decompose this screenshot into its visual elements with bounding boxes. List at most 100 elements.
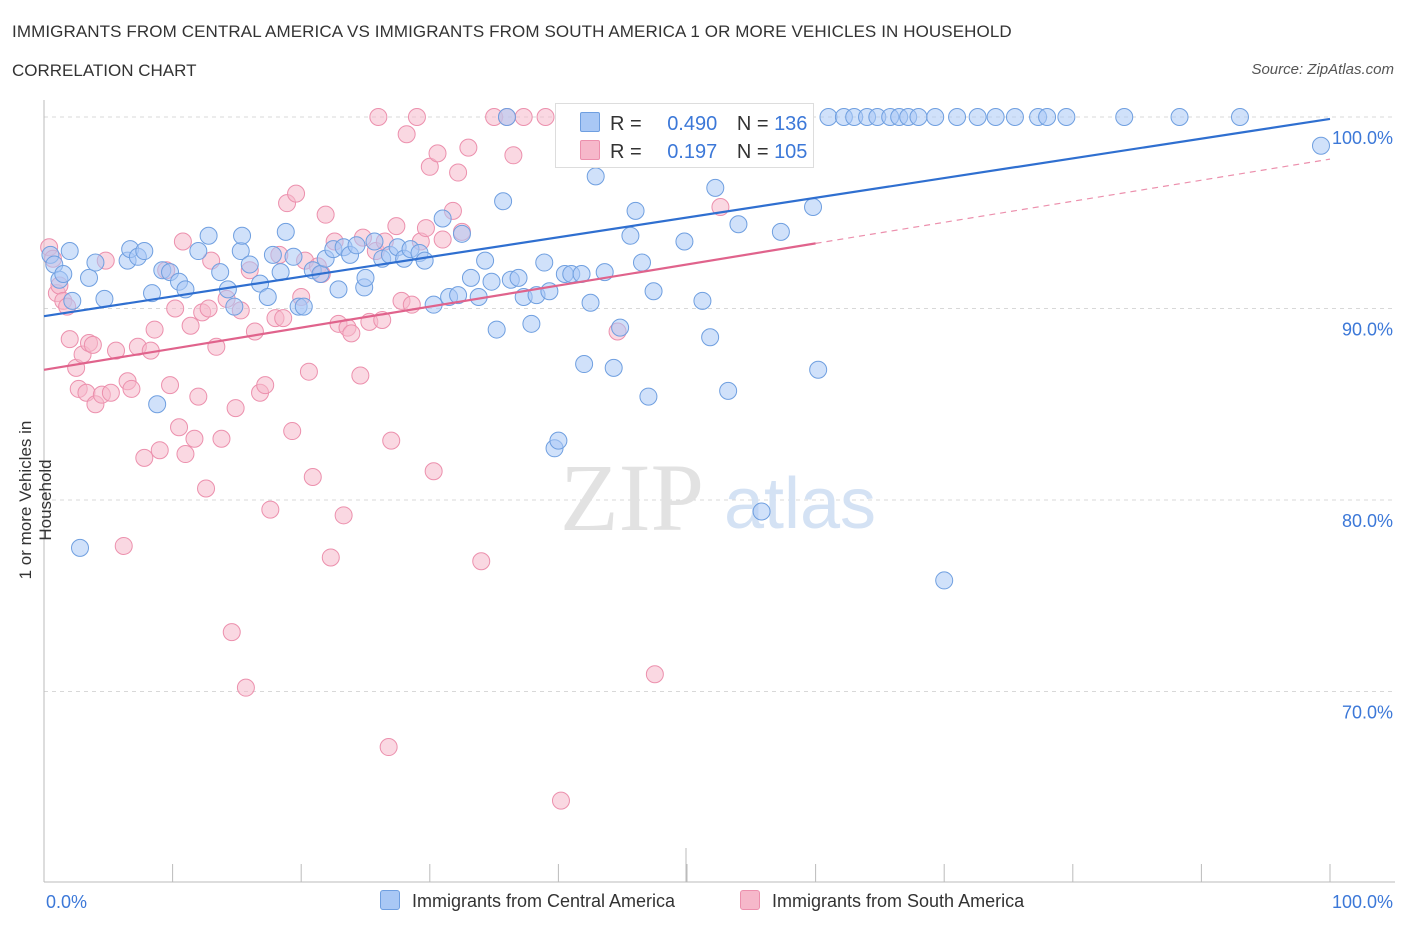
point-south-america bbox=[145, 320, 164, 339]
point-south-america bbox=[504, 146, 523, 165]
point-central-america bbox=[968, 108, 987, 126]
legend-r-label: R = bbox=[610, 141, 642, 163]
point-central-america bbox=[71, 538, 90, 557]
legend-row-central-america: R = 0.490 N = 136 bbox=[580, 112, 807, 136]
source-credit: Source: ZipAtlas.com bbox=[1251, 61, 1394, 78]
point-central-america bbox=[604, 358, 623, 377]
watermark: ZIP atlas bbox=[560, 444, 876, 551]
point-central-america bbox=[626, 201, 645, 220]
point-central-america bbox=[86, 253, 105, 272]
correlation-legend: R = 0.490 N = 136 R = 0.197 N = 105 bbox=[555, 103, 814, 168]
point-central-america bbox=[449, 286, 468, 305]
point-central-america bbox=[284, 247, 303, 266]
point-south-america bbox=[256, 376, 275, 395]
point-south-america bbox=[261, 500, 280, 519]
point-central-america bbox=[535, 253, 554, 272]
legend-n-label: N = bbox=[736, 141, 769, 163]
point-south-america bbox=[189, 387, 208, 406]
series-central-america-points bbox=[41, 108, 1330, 590]
y-tick-label: 100.0% bbox=[1332, 128, 1393, 148]
point-central-america bbox=[522, 314, 541, 333]
watermark-zip: ZIP bbox=[560, 444, 704, 551]
point-central-america bbox=[804, 198, 823, 217]
trend-line-south-america bbox=[43, 242, 816, 371]
point-central-america bbox=[294, 297, 313, 316]
point-south-america bbox=[170, 418, 189, 437]
point-south-america bbox=[60, 330, 79, 349]
point-central-america bbox=[611, 318, 630, 337]
tick-labels: 70.0% 80.0% 90.0% 100.0% 0.0% 100.0% bbox=[46, 128, 1393, 912]
point-south-america bbox=[245, 322, 264, 341]
point-central-america bbox=[1170, 108, 1189, 126]
point-south-america bbox=[226, 399, 245, 418]
point-central-america bbox=[575, 355, 594, 374]
point-central-america bbox=[1311, 136, 1330, 155]
point-central-america bbox=[233, 226, 252, 245]
point-central-america bbox=[819, 108, 838, 126]
point-central-america bbox=[329, 280, 348, 299]
point-south-america bbox=[303, 468, 322, 487]
legend-swatch-pink bbox=[580, 140, 600, 160]
point-central-america bbox=[675, 232, 694, 251]
legend-row-south-america: R = 0.197 N = 105 bbox=[580, 140, 807, 164]
point-south-america bbox=[114, 536, 133, 555]
point-central-america bbox=[148, 395, 167, 414]
point-south-america bbox=[222, 623, 241, 642]
point-central-america bbox=[809, 360, 828, 379]
point-central-america bbox=[54, 265, 73, 284]
point-central-america bbox=[276, 222, 295, 241]
point-central-america bbox=[644, 282, 663, 301]
point-central-america bbox=[948, 108, 967, 126]
point-south-america bbox=[101, 383, 120, 402]
point-central-america bbox=[1115, 108, 1134, 126]
point-central-america bbox=[461, 268, 480, 287]
point-central-america bbox=[771, 222, 790, 241]
point-central-america bbox=[452, 224, 471, 243]
y-tick-label: 80.0% bbox=[1342, 511, 1393, 531]
point-south-america bbox=[197, 479, 216, 498]
point-central-america bbox=[639, 387, 658, 406]
point-central-america bbox=[986, 108, 1005, 126]
bottom-legend-swatch-blue bbox=[380, 890, 400, 910]
point-central-america bbox=[719, 381, 738, 400]
point-central-america bbox=[356, 268, 375, 287]
point-central-america bbox=[701, 328, 720, 347]
bottom-legend-central-america: Immigrants from Central America bbox=[380, 890, 675, 912]
point-south-america bbox=[536, 108, 555, 126]
point-central-america bbox=[729, 215, 748, 234]
watermark-atlas: atlas bbox=[724, 464, 876, 544]
point-central-america bbox=[586, 167, 605, 186]
bottom-legend-label: Immigrants from Central America bbox=[412, 891, 676, 911]
point-central-america bbox=[225, 297, 244, 316]
point-central-america bbox=[240, 255, 259, 274]
point-south-america bbox=[321, 548, 340, 567]
point-south-america bbox=[424, 462, 443, 481]
point-south-america bbox=[351, 366, 370, 385]
point-south-america bbox=[176, 445, 195, 464]
bottom-legend-south-america: Immigrants from South America bbox=[740, 890, 1024, 912]
point-south-america bbox=[420, 157, 439, 176]
point-central-america bbox=[1230, 108, 1249, 126]
point-south-america bbox=[287, 184, 306, 203]
x-tick-label: 100.0% bbox=[1332, 892, 1393, 912]
point-central-america bbox=[935, 571, 954, 590]
point-central-america bbox=[706, 178, 725, 197]
point-central-america bbox=[632, 253, 651, 272]
legend-n-value: 105 bbox=[774, 141, 808, 163]
point-central-america bbox=[693, 291, 712, 310]
point-central-america bbox=[365, 232, 384, 251]
point-south-america bbox=[173, 232, 192, 251]
axes bbox=[43, 100, 1395, 883]
trend-lines bbox=[43, 117, 1331, 371]
point-south-america bbox=[299, 362, 318, 381]
point-south-america bbox=[274, 309, 293, 328]
point-central-america bbox=[1005, 108, 1024, 126]
point-central-america bbox=[1038, 108, 1057, 126]
legend-r-label: R = bbox=[610, 113, 642, 135]
legend-r-value: 0.490 bbox=[667, 113, 718, 135]
point-central-america bbox=[487, 320, 506, 339]
chart-title: IMMIGRANTS FROM CENTRAL AMERICA VS IMMIG… bbox=[12, 22, 1012, 41]
point-central-america bbox=[80, 268, 99, 287]
point-south-america bbox=[150, 441, 169, 460]
